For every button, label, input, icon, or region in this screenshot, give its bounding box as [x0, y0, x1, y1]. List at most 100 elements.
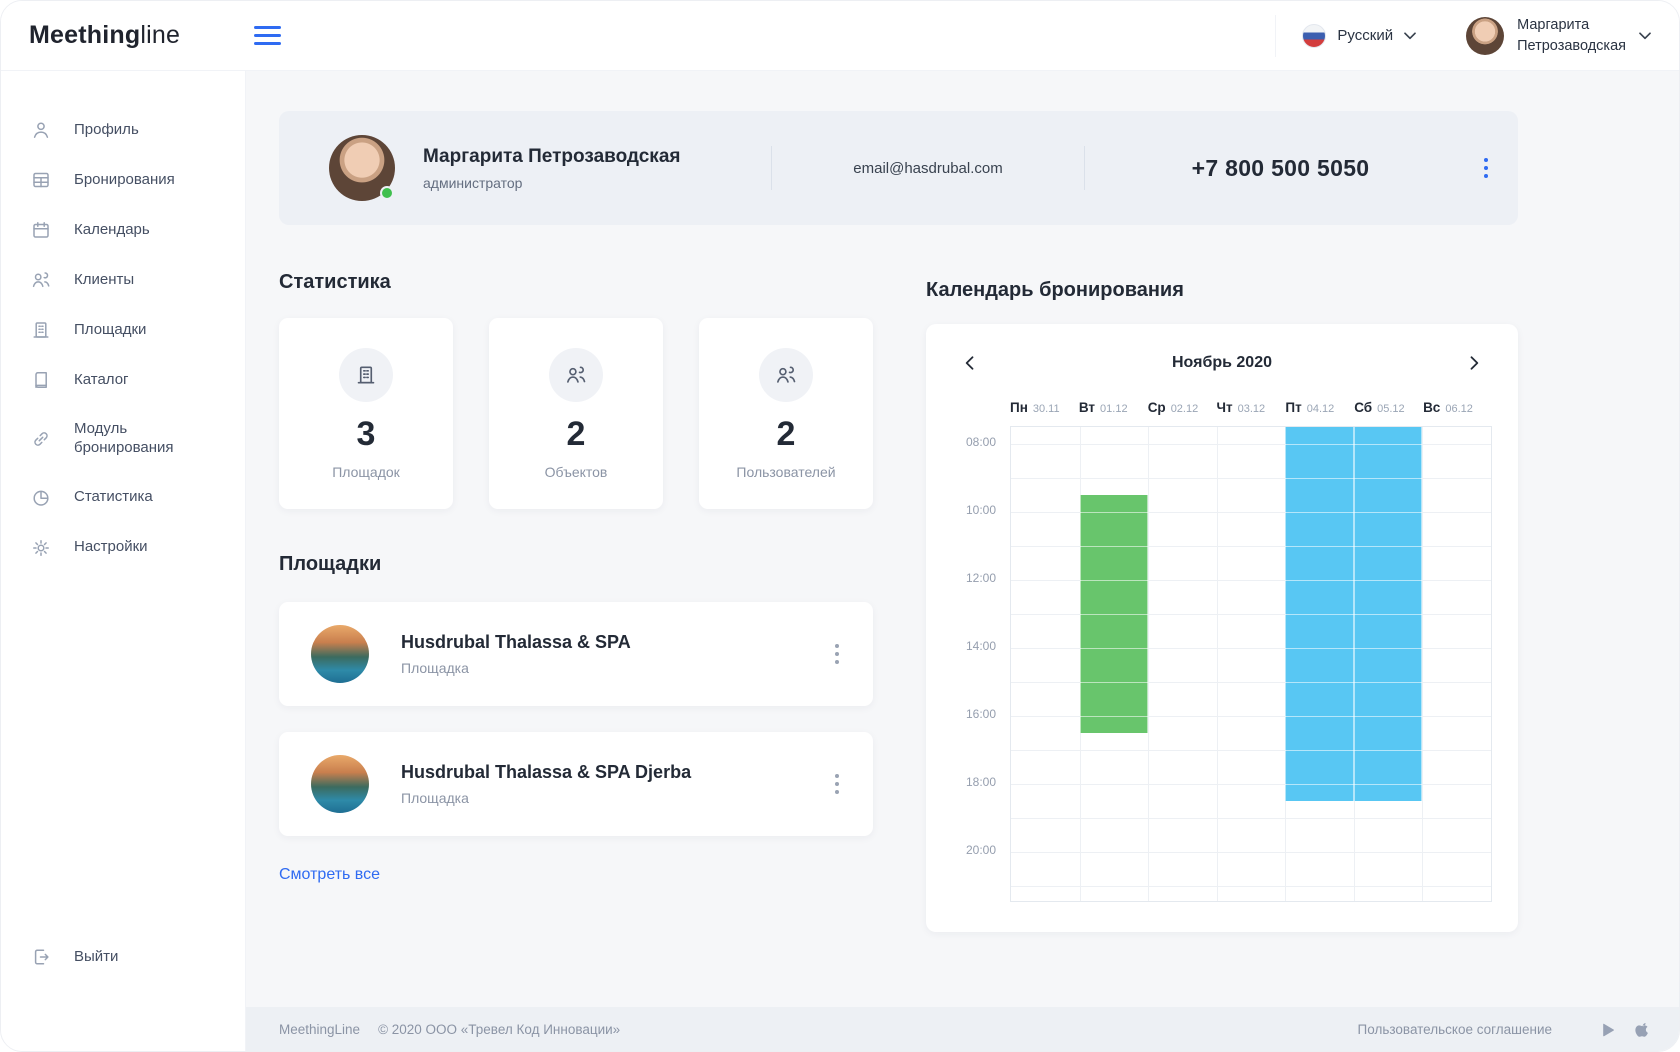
sidebar-item-bookings[interactable]: Бронирования — [1, 155, 245, 205]
venue-kebab-menu[interactable] — [827, 766, 847, 802]
calendar-time-label: 08:00 — [965, 435, 996, 449]
calendar-gridline — [1011, 512, 1491, 513]
stats-title: Статистика — [279, 271, 391, 293]
calendar-gridline — [1011, 580, 1491, 581]
venue-kebab-menu[interactable] — [827, 636, 847, 672]
apple-icon[interactable] — [1634, 1020, 1651, 1039]
building-icon — [33, 322, 49, 338]
sidebar-item-label: Статистика — [74, 488, 153, 506]
calendar-event[interactable] — [1353, 427, 1423, 801]
see-all-link[interactable]: Смотреть все — [279, 866, 381, 883]
calendar-event[interactable] — [1079, 495, 1149, 733]
profile-icon — [33, 122, 49, 138]
hamburger-menu-icon[interactable] — [254, 21, 282, 50]
calendar-gridline — [1011, 784, 1491, 785]
sidebar-item-label: Модуль бронирования — [74, 420, 174, 456]
calendar-icon — [33, 222, 49, 238]
calendar-gridline — [1011, 546, 1491, 547]
calendar-gridline — [1011, 444, 1491, 445]
sidebar-item-clients[interactable]: Клиенты — [1, 255, 245, 305]
calendar-next-button[interactable] — [1458, 346, 1492, 380]
profile-role: администратор — [423, 174, 523, 191]
calendar-title: Календарь бронирования — [926, 279, 1184, 301]
sidebar-item-label: Профиль — [74, 120, 139, 138]
sidebar-item-label: Бронирования — [74, 170, 175, 188]
sidebar-item-settings[interactable]: Настройки — [1, 523, 245, 573]
online-status-dot — [380, 186, 394, 200]
gear-icon — [33, 539, 49, 556]
calendar-day-header: Чт 03.12 — [1216, 400, 1266, 415]
venue-card[interactable]: Husdrubal Thalassa & SPA Площадка — [279, 602, 873, 706]
stat-card-venues: 3 Площадок — [279, 318, 453, 509]
group-icon — [777, 366, 796, 383]
user-agreement-link[interactable]: Пользовательское соглашение — [1357, 1022, 1552, 1037]
venue-card[interactable]: Husdrubal Thalassa & SPA Djerba Площадка — [279, 732, 873, 836]
user-menu[interactable]: Маргарита Петрозаводская — [1442, 15, 1679, 56]
sidebar-item-label: Выйти — [74, 947, 119, 965]
calendar-grid — [1010, 426, 1492, 902]
calendar-gridline — [1216, 427, 1218, 901]
calendar-gridline — [1011, 818, 1491, 819]
app-logo: Meethingline — [1, 21, 246, 50]
calendar-day-header: Пн 30.11 — [1010, 400, 1060, 415]
calendar-event[interactable] — [1285, 427, 1354, 801]
calendar-day-header: Вс 06.12 — [1423, 400, 1473, 415]
calendar-day-row: Пн 30.11 Вт 01.12 Ср 02.12 Чт 03.12 Пт 04.12 Сб 05.… — [1010, 400, 1492, 415]
divider — [1084, 146, 1085, 190]
stat-cards: 3 Площадок 2 Объектов 2 По — [279, 318, 873, 509]
calendar-gridline — [1011, 750, 1491, 751]
group-icon — [567, 366, 586, 383]
venue-photo — [311, 625, 369, 683]
calendar-gridline — [1422, 427, 1424, 901]
logo-bold: Meething — [29, 21, 141, 49]
sidebar-item-label: Клиенты — [74, 270, 135, 288]
sidebar-item-statistics[interactable]: Статистика — [1, 473, 245, 523]
sidebar-item-booking-module[interactable]: Модуль бронирования — [1, 405, 245, 473]
stat-label: Пользователей — [736, 464, 836, 480]
calendar-day-header: Вт 01.12 — [1078, 400, 1128, 415]
venue-name: Husdrubal Thalassa & SPA — [401, 632, 631, 652]
chevron-down-icon — [1404, 31, 1416, 40]
logout-icon — [34, 949, 49, 965]
sidebar-item-calendar[interactable]: Календарь — [1, 205, 245, 255]
calendar-time-label: 18:00 — [965, 775, 996, 789]
stat-card-objects: 2 Объектов — [489, 318, 663, 509]
calendar-time-labels: 08:00 10:00 12:00 14:00 16:00 18:00 20:00 — [952, 426, 1010, 902]
calendar-gridline — [1011, 648, 1491, 649]
language-selector[interactable]: Русский — [1275, 14, 1442, 57]
calendar-gridline — [1011, 716, 1491, 717]
sidebar-item-label: Календарь — [74, 220, 150, 238]
calendar-day-header: Пт 04.12 — [1285, 400, 1335, 415]
profile-kebab-menu[interactable] — [1476, 150, 1496, 186]
user-name: Маргарита Петрозаводская — [1517, 17, 1626, 54]
sidebar-item-catalog[interactable]: Каталог — [1, 355, 245, 405]
google-play-icon[interactable] — [1600, 1021, 1616, 1039]
sidebar-item-label: Настройки — [74, 538, 148, 556]
sidebar-item-venues[interactable]: Площадки — [1, 305, 245, 355]
calendar-time-label: 10:00 — [965, 503, 996, 517]
profile-phone: +7 800 500 5050 — [1191, 154, 1370, 181]
book-icon — [35, 372, 47, 388]
russian-flag-icon — [1302, 23, 1327, 48]
sidebar-item-label: Площадки — [74, 320, 147, 338]
venue-name: Husdrubal Thalassa & SPA Djerba — [401, 762, 692, 782]
avatar — [329, 135, 395, 201]
header: Meethingline Русский Маргарита Петрозаво… — [1, 1, 1679, 71]
stat-value: 2 — [566, 415, 586, 453]
stat-label: Объектов — [544, 464, 608, 480]
link-icon — [34, 431, 48, 446]
sidebar-item-profile[interactable]: Профиль — [1, 105, 245, 155]
profile-email: email@hasdrubal.com — [853, 159, 1003, 177]
calendar-month-label: Ноябрь 2020 — [1172, 354, 1272, 371]
chevron-down-icon — [1639, 31, 1651, 40]
logo-light: line — [140, 21, 181, 49]
stat-value: 3 — [356, 415, 376, 453]
chevron-right-icon — [1471, 356, 1479, 370]
calendar-prev-button[interactable] — [952, 346, 986, 380]
calendar-gridline — [1011, 614, 1491, 615]
chevron-left-icon — [965, 356, 973, 370]
sidebar-item-logout[interactable]: Выйти — [1, 932, 245, 982]
calendar-gridline — [1011, 478, 1491, 479]
bookings-icon — [33, 172, 49, 188]
